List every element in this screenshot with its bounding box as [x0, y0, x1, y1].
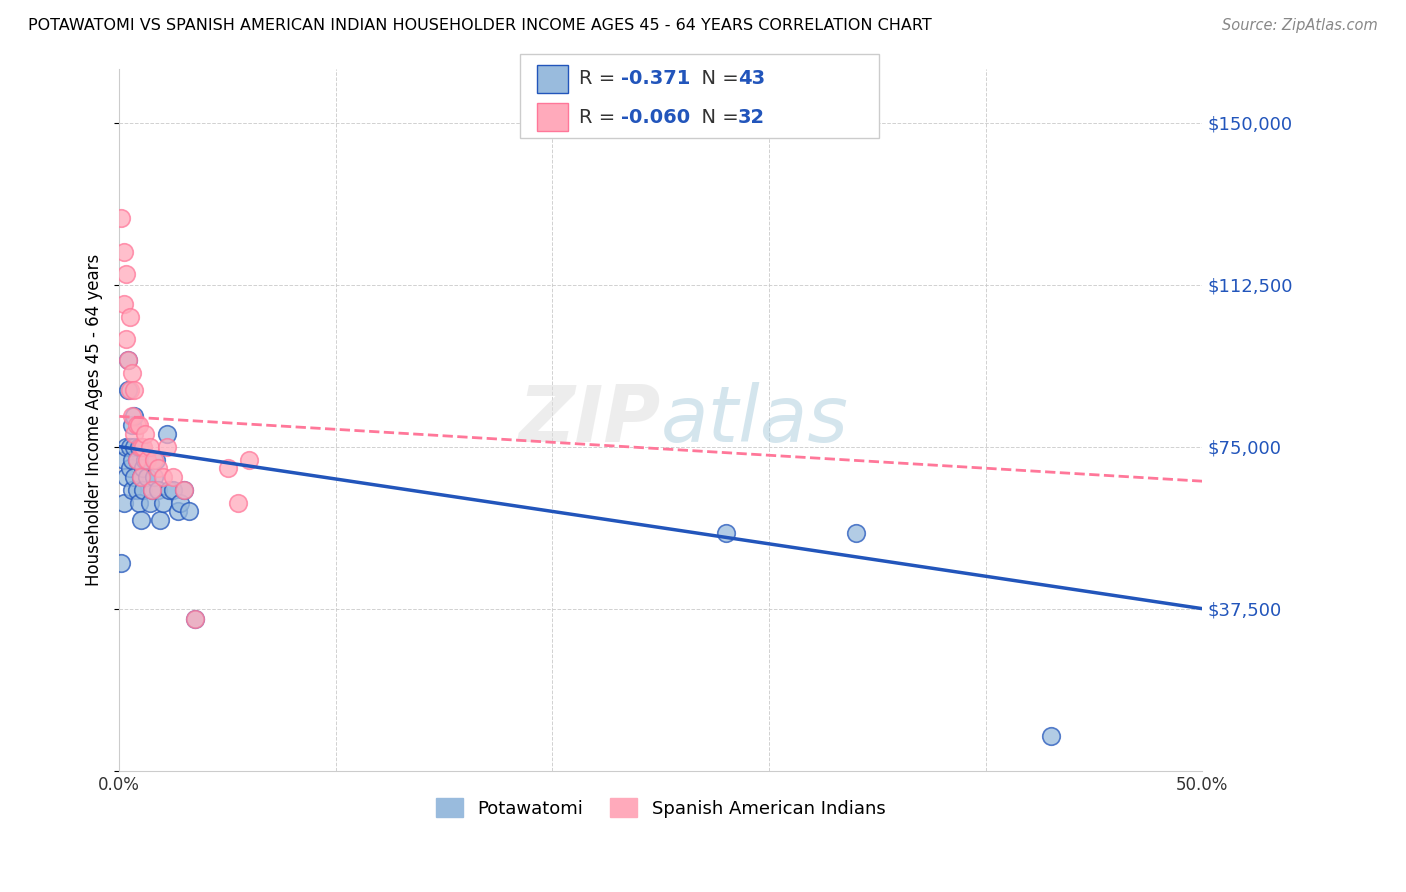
Point: [125, 452, 148, 467]
Y-axis label: Householder Income Ages 45 - 64 years: Householder Income Ages 45 - 64 years: [86, 253, 103, 586]
Point: [152, 496, 174, 510]
Point: [136, 452, 159, 467]
Text: N =: N =: [689, 108, 745, 127]
Point: [129, 513, 152, 527]
Point: [121, 366, 143, 380]
Point: [124, 440, 146, 454]
Point: [184, 612, 207, 626]
Point: [138, 496, 160, 510]
Point: [114, 267, 136, 281]
Point: [238, 452, 260, 467]
Point: [117, 384, 139, 398]
Point: [845, 526, 868, 541]
Point: [124, 426, 146, 441]
Point: [114, 440, 136, 454]
Point: [128, 440, 150, 454]
Point: [141, 483, 163, 497]
Point: [142, 470, 165, 484]
Text: N =: N =: [689, 70, 745, 88]
Point: [134, 426, 156, 441]
Point: [166, 504, 188, 518]
Point: [121, 452, 143, 467]
Point: [121, 417, 143, 432]
Point: [112, 297, 135, 311]
Text: -0.060: -0.060: [621, 108, 690, 127]
Point: [149, 513, 172, 527]
Point: [132, 461, 155, 475]
Point: [162, 470, 184, 484]
Point: [157, 483, 180, 497]
Point: [173, 483, 195, 497]
Point: [184, 612, 207, 626]
Point: [129, 440, 152, 454]
Point: [117, 353, 139, 368]
Point: [142, 452, 165, 467]
Point: [117, 353, 139, 368]
Point: [173, 483, 195, 497]
Point: [110, 556, 132, 570]
Point: [148, 483, 170, 497]
Point: [148, 461, 170, 475]
Point: [128, 496, 150, 510]
Point: [132, 440, 155, 454]
Point: [128, 417, 150, 432]
Point: [714, 526, 737, 541]
Text: POTAWATOMI VS SPANISH AMERICAN INDIAN HOUSEHOLDER INCOME AGES 45 - 64 YEARS CORR: POTAWATOMI VS SPANISH AMERICAN INDIAN HO…: [28, 18, 932, 33]
Point: [132, 483, 155, 497]
Text: 43: 43: [738, 70, 765, 88]
Point: [125, 417, 148, 432]
Point: [217, 461, 239, 475]
Point: [162, 483, 184, 497]
Legend: Potawatomi, Spanish American Indians: Potawatomi, Spanish American Indians: [429, 791, 893, 825]
Point: [120, 440, 142, 454]
Point: [112, 452, 135, 467]
Point: [134, 452, 156, 467]
Point: [152, 470, 174, 484]
Point: [121, 483, 143, 497]
Point: [156, 440, 179, 454]
Text: ZIP: ZIP: [519, 382, 661, 458]
Text: -0.371: -0.371: [621, 70, 690, 88]
Point: [120, 384, 142, 398]
Point: [120, 461, 142, 475]
Point: [124, 384, 146, 398]
Point: [114, 332, 136, 346]
Point: [124, 409, 146, 424]
Point: [114, 470, 136, 484]
Point: [228, 496, 250, 510]
Text: 32: 32: [738, 108, 765, 127]
Point: [177, 504, 200, 518]
Text: R =: R =: [579, 70, 621, 88]
Point: [156, 426, 179, 441]
Text: atlas: atlas: [661, 382, 849, 458]
Point: [124, 470, 146, 484]
Point: [120, 310, 142, 324]
Point: [121, 409, 143, 424]
Point: [145, 452, 167, 467]
Point: [138, 440, 160, 454]
Point: [141, 483, 163, 497]
Point: [129, 470, 152, 484]
Point: [112, 496, 135, 510]
Point: [169, 496, 191, 510]
Point: [112, 245, 135, 260]
Point: [1039, 729, 1062, 743]
Text: Source: ZipAtlas.com: Source: ZipAtlas.com: [1222, 18, 1378, 33]
Point: [125, 452, 148, 467]
Point: [136, 470, 159, 484]
Point: [110, 211, 132, 225]
Point: [129, 470, 152, 484]
Point: [125, 483, 148, 497]
Text: R =: R =: [579, 108, 621, 127]
